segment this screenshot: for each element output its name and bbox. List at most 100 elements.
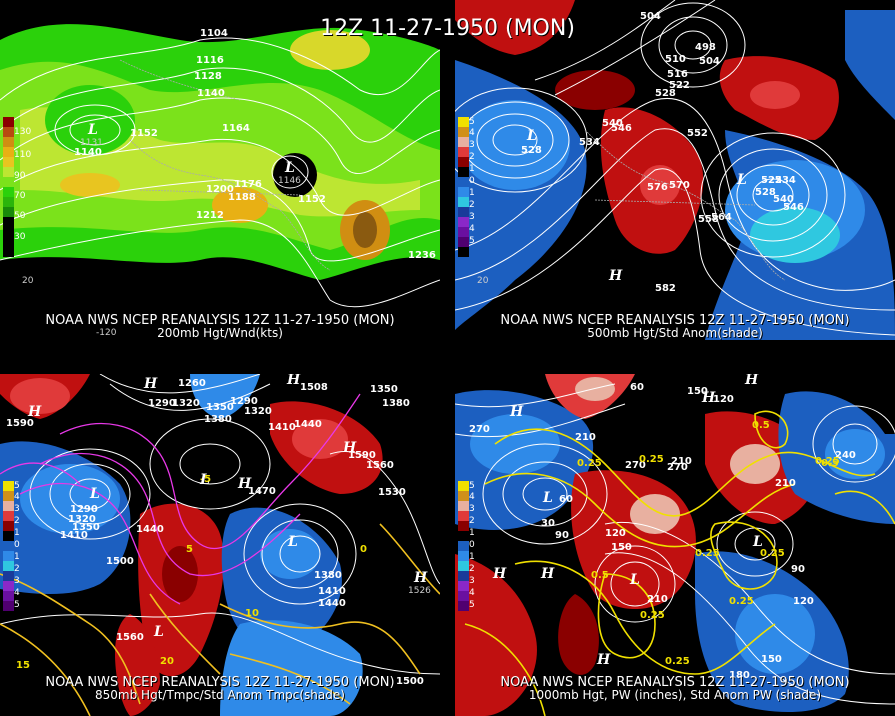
colorbar-label: 1 bbox=[469, 164, 475, 174]
contour-label: 1140 bbox=[197, 88, 225, 99]
colorbar-850mb bbox=[3, 481, 14, 611]
map-850mb bbox=[0, 374, 440, 716]
pw-label: 0.25 bbox=[640, 610, 665, 621]
low-marker: L bbox=[753, 534, 763, 550]
contour-label: 90 bbox=[555, 530, 569, 541]
contour-label: 60 bbox=[559, 494, 573, 505]
contour-label: 30 bbox=[541, 518, 555, 529]
colorbar-label: 2 bbox=[469, 152, 475, 162]
high-marker: H bbox=[144, 376, 158, 392]
high-marker: H bbox=[414, 570, 428, 586]
contour-label: 1500 bbox=[106, 556, 134, 567]
low-marker: L bbox=[527, 128, 537, 144]
contour-label: 564 bbox=[711, 212, 732, 223]
colorbar-label: 3 bbox=[14, 576, 20, 586]
low-marker: L bbox=[630, 572, 640, 588]
contour-label: 90 bbox=[791, 564, 805, 575]
colorbar-label: 0 bbox=[469, 176, 475, 186]
contour-label: 1350 bbox=[206, 402, 234, 413]
colorbar-label: 1 bbox=[14, 528, 20, 538]
contour-label: 210 bbox=[775, 478, 796, 489]
contour-label: 1290 bbox=[148, 398, 176, 409]
high-marker: H bbox=[343, 440, 357, 456]
high-marker: H bbox=[28, 404, 42, 420]
high-marker: H bbox=[493, 566, 507, 582]
colorbar-label: 3 bbox=[469, 140, 475, 150]
contour-label: 120 bbox=[793, 596, 814, 607]
contour-label: 522 bbox=[761, 175, 782, 186]
colorbar-label: 2 bbox=[469, 200, 475, 210]
pw-label: 0.25 bbox=[760, 548, 785, 559]
contour-label: 558 bbox=[698, 214, 719, 225]
colorbar-label: 110 bbox=[14, 150, 32, 160]
high-marker: H bbox=[702, 390, 716, 406]
colorbar-label: 4 bbox=[14, 588, 20, 598]
lon-label: 20 bbox=[477, 276, 489, 286]
caption-line2: 200mb Hgt/Wnd(kts) bbox=[157, 326, 283, 340]
colorbar-label: 2 bbox=[469, 564, 475, 574]
contour-label: 1212 bbox=[196, 210, 224, 221]
contour-label: 1560 bbox=[366, 460, 394, 471]
contour-label: 150 bbox=[611, 542, 632, 553]
lon-label: 20 bbox=[22, 276, 34, 286]
contour-label: 528 bbox=[521, 145, 542, 156]
panel-caption: NOAA NWS NCEP REANALYSIS 12Z 11-27-1950 … bbox=[0, 314, 440, 340]
panel-850mb: 5 4 3 2 1 0 1 2 3 4 5 1260 1290 1320 135… bbox=[0, 374, 440, 716]
low-marker: L bbox=[154, 624, 164, 640]
page-title: 12Z 11-27-1950 (MON) bbox=[320, 16, 575, 41]
contour-label: 1320 bbox=[244, 406, 272, 417]
high-marker: H bbox=[510, 404, 524, 420]
contour-label: 1410 bbox=[60, 530, 88, 541]
caption-line2: 1000mb Hgt, PW (inches), Std Anom PW (sh… bbox=[528, 688, 822, 702]
contour-label: 528 bbox=[655, 88, 676, 99]
contour-label: 510 bbox=[665, 54, 686, 65]
pw-label: 0.25 bbox=[665, 656, 690, 667]
contour-label: 1380 bbox=[204, 414, 232, 425]
colorbar-label: 4 bbox=[469, 224, 475, 234]
low-marker: L bbox=[288, 534, 298, 550]
contour-label: 1440 bbox=[136, 524, 164, 535]
center-value: 1526 bbox=[408, 586, 431, 596]
contour-label: 522 bbox=[669, 80, 690, 91]
map-500mb bbox=[455, 0, 895, 342]
colorbar-label: 3 bbox=[469, 576, 475, 586]
contour-label: 546 bbox=[611, 123, 632, 134]
colorbar-label: 4 bbox=[469, 128, 475, 138]
contour-label: 1380 bbox=[382, 398, 410, 409]
contour-label: 270 bbox=[469, 424, 490, 435]
contour-label: 1290 bbox=[230, 396, 258, 407]
contour-label: 1530 bbox=[378, 487, 406, 498]
contour-label: 1152 bbox=[298, 194, 326, 205]
contour-label: 1260 bbox=[178, 378, 206, 389]
contour-label: 1350 bbox=[72, 522, 100, 533]
contour-label: 1236 bbox=[408, 250, 436, 261]
low-marker: L bbox=[543, 490, 553, 506]
colorbar-200mb bbox=[3, 117, 14, 257]
caption-line1: NOAA NWS NCEP REANALYSIS 12Z 11-27-1950 … bbox=[500, 675, 850, 690]
high-marker: H bbox=[597, 652, 611, 668]
colorbar-label: 3 bbox=[14, 504, 20, 514]
contour-label: 210 bbox=[647, 594, 668, 605]
colorbar-label: 2 bbox=[14, 516, 20, 526]
contour-label: 150 bbox=[761, 654, 782, 665]
contour-label: 1508 bbox=[300, 382, 328, 393]
high-marker: H bbox=[541, 566, 555, 582]
panel-caption: NOAA NWS NCEP REANALYSIS 12Z 11-27-1950 … bbox=[455, 314, 895, 340]
pw-label: 0.5 bbox=[821, 458, 839, 469]
contour-label: 120 bbox=[605, 528, 626, 539]
colorbar-label: 5 bbox=[14, 481, 20, 491]
pw-label: 0.5 bbox=[591, 570, 609, 581]
contour-label: 540 bbox=[602, 118, 623, 129]
contour-label: 1500 bbox=[396, 676, 424, 687]
panel-caption: NOAA NWS NCEP REANALYSIS 12Z 11-27-1950 … bbox=[0, 676, 440, 702]
contour-label: 120 bbox=[713, 394, 734, 405]
colorbar-label: 5 bbox=[469, 117, 475, 127]
contour-label: 546 bbox=[783, 202, 804, 213]
contour-label: 1116 bbox=[196, 55, 224, 66]
contour-label: 270 bbox=[667, 462, 688, 473]
high-marker: H bbox=[238, 476, 252, 492]
contour-label: 504 bbox=[640, 11, 661, 22]
caption-line1: NOAA NWS NCEP REANALYSIS 12Z 11-27-1950 … bbox=[45, 313, 395, 328]
temp-label: -5 bbox=[200, 474, 212, 485]
